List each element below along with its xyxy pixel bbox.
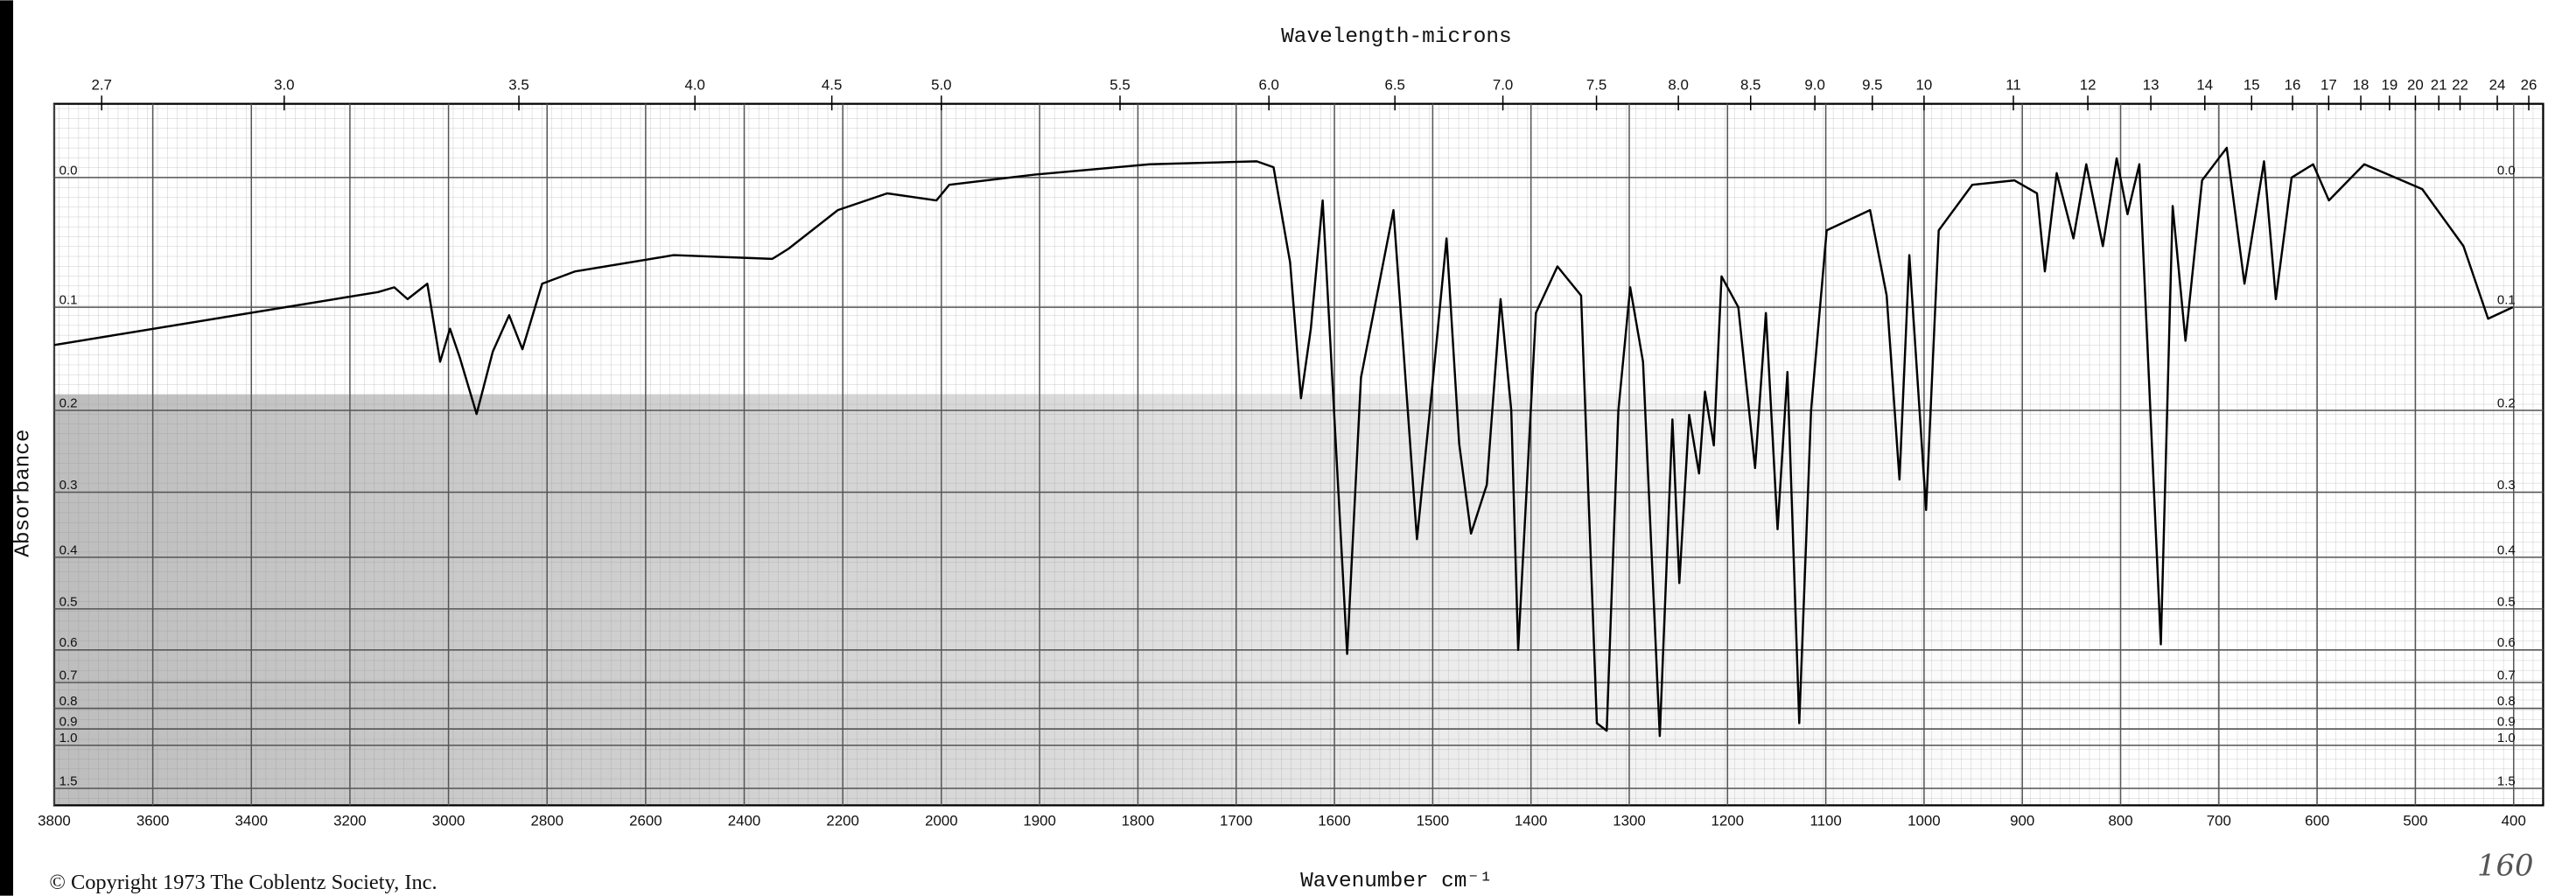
top-tick-label: 5.0 — [931, 76, 951, 93]
x-tick-label: 700 — [2207, 813, 2231, 830]
x-tick-label: 1600 — [1318, 813, 1351, 830]
top-tick-label: 8.5 — [1740, 76, 1760, 93]
x-tick-label: 2200 — [826, 813, 859, 830]
x-tick-label: 600 — [2305, 813, 2329, 830]
x-tick-label: 1300 — [1613, 813, 1646, 830]
shading — [53, 394, 2124, 806]
top-tick-label: 20 — [2407, 76, 2424, 93]
y-tick-label: 1.0 — [60, 731, 78, 746]
y-tick-label: 0.2 — [60, 396, 78, 410]
x-tick-label: 1100 — [1810, 813, 1841, 830]
chart-title: Wavelength-microns — [1281, 25, 1511, 49]
top-tick-label: 22 — [2452, 76, 2468, 93]
y-tick-label: 0.9 — [60, 715, 78, 730]
y-tick-label: 1.5 — [60, 774, 78, 788]
top-tick-label: 9.0 — [1804, 76, 1824, 93]
y-tick-label: 0.0 — [2497, 163, 2516, 178]
y-tick-label: 0.3 — [2497, 478, 2516, 493]
x-tick-label: 3000 — [432, 813, 466, 830]
x-tick-label: 1700 — [1220, 813, 1253, 830]
spectrum-line — [53, 146, 2514, 738]
top-tick-label: 14 — [2196, 76, 2213, 93]
top-tick-label: 6.5 — [1384, 76, 1404, 93]
top-tick-label: 10 — [1916, 76, 1933, 93]
top-tick-label: 12 — [2080, 76, 2096, 93]
y-tick-label: 0.1 — [2497, 293, 2516, 308]
top-tick-label: 26 — [2521, 76, 2538, 93]
top-tick-label: 19 — [2382, 76, 2398, 93]
x-tick-label: 1900 — [1023, 813, 1056, 830]
top-tick-label: 9.5 — [1862, 76, 1882, 93]
x-tick-label: 2600 — [629, 813, 662, 830]
y-tick-label: 0.9 — [2497, 715, 2516, 730]
y-tick-label: 0.5 — [60, 594, 78, 609]
top-tick-label: 24 — [2489, 76, 2506, 93]
top-tick-label: 7.0 — [1493, 76, 1513, 93]
x-tick-label: 2000 — [925, 813, 958, 830]
top-tick-label: 4.0 — [684, 76, 704, 93]
y-tick-label: 0.7 — [2497, 668, 2516, 682]
y-tick-label: 0.1 — [60, 293, 78, 308]
x-tick-label: 2400 — [728, 813, 761, 830]
top-tick-label: 15 — [2244, 76, 2260, 93]
x-tick-label: 3800 — [38, 813, 71, 830]
y-tick-label: 0.4 — [60, 542, 78, 557]
x-tick-label: 500 — [2403, 813, 2427, 830]
x-tick-label: 3400 — [234, 813, 268, 830]
copyright: © Copyright 1973 The Coblentz Society, I… — [49, 871, 437, 894]
y-tick-label: 0.7 — [60, 668, 78, 682]
top-tick-label: 11 — [2006, 76, 2021, 93]
y-tick-label: 1.0 — [2497, 731, 2516, 746]
top-tick-label: 5.5 — [1110, 76, 1130, 93]
x-tick-label: 400 — [2502, 813, 2526, 830]
top-tick-label: 8.0 — [1668, 76, 1688, 93]
y-tick-label: 0.2 — [2497, 396, 2516, 410]
top-tick-label: 18 — [2353, 76, 2370, 93]
top-tick-label: 7.5 — [1586, 76, 1606, 93]
y-tick-label: 0.6 — [2497, 635, 2516, 650]
x-tick-label: 1500 — [1417, 813, 1450, 830]
x-tick-label: 3600 — [136, 813, 170, 830]
y-tick-label: 0.0 — [60, 163, 78, 178]
top-tick-label: 3.5 — [508, 76, 528, 93]
top-tick-label: 16 — [2285, 76, 2301, 93]
handwritten-note: 160 — [2477, 849, 2533, 883]
x-tick-label: 2800 — [530, 813, 564, 830]
x-tick-label: 800 — [2108, 813, 2132, 830]
y-tick-label: 0.8 — [60, 694, 78, 709]
y-axis-label: Absorbance — [12, 429, 36, 556]
y-tick-label: 1.5 — [2497, 774, 2516, 788]
y-tick-label: 0.5 — [2497, 594, 2516, 609]
top-tick-label: 3.0 — [274, 76, 294, 93]
top-tick-label: 2.7 — [91, 76, 111, 93]
top-tick-label: 6.0 — [1258, 76, 1278, 93]
y-tick-label: 0.3 — [60, 478, 78, 493]
top-tick-label: 4.5 — [822, 76, 842, 93]
x-tick-label: 1000 — [1908, 813, 1941, 830]
x-axis-label: Wavenumber cm⁻¹ — [1300, 870, 1493, 893]
y-tick-label: 0.6 — [60, 635, 78, 650]
x-tick-label: 1400 — [1515, 813, 1548, 830]
top-tick-label: 17 — [2320, 76, 2337, 93]
x-tick-label: 1800 — [1122, 813, 1155, 830]
scan-edge — [0, 0, 14, 896]
x-tick-label: 3200 — [333, 813, 367, 830]
top-tick-label: 13 — [2143, 76, 2160, 93]
x-tick-label: 900 — [2010, 813, 2034, 830]
y-tick-label: 0.4 — [2497, 542, 2516, 557]
x-tick-label: 1200 — [1712, 813, 1745, 830]
top-tick-label: 21 — [2431, 76, 2447, 93]
y-tick-label: 0.8 — [2497, 694, 2516, 709]
